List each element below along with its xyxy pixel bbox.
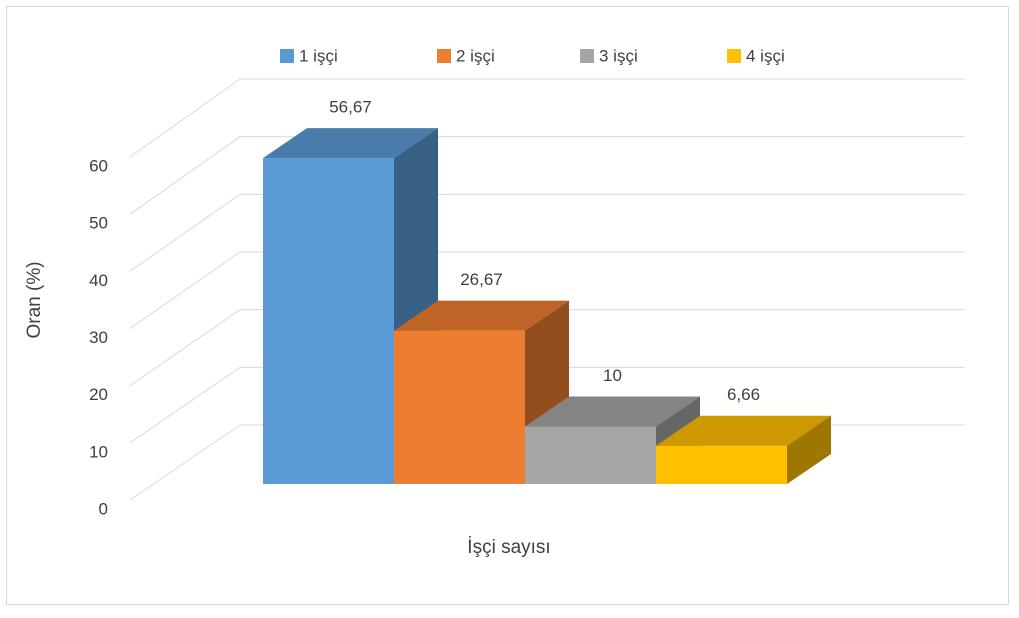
grid-line-side [129,366,241,444]
data-label: 26,67 [460,270,503,289]
grid-line-side [129,136,241,215]
legend-label: 2 işçi [456,46,495,65]
grid-line-side [129,193,241,272]
y-tick-label: 0 [99,499,108,518]
legend-swatch [437,49,451,63]
bar-front [525,426,656,484]
bar-side [787,415,831,484]
y-tick-label: 20 [89,385,108,404]
y-tick-label: 10 [89,442,108,461]
x-axis-label: İşçi sayısı [467,537,550,558]
y-tick-label: 60 [89,156,108,175]
legend-swatch [580,49,594,63]
grid-line-side [129,424,241,501]
bar-top [394,300,569,331]
y-tick-label: 40 [89,271,108,290]
data-label: 56,67 [329,98,372,117]
bar-front [263,158,394,484]
bar-top [263,128,438,159]
bar-front [394,330,525,484]
data-label: 6,66 [727,385,760,404]
y-tick-label: 30 [89,328,108,347]
bar-front [656,445,787,484]
legend-label: 4 işçi [746,46,785,65]
bar-top [525,396,700,427]
bar-top [656,415,831,446]
legend-swatch [727,49,741,63]
grid-line-side [129,78,241,158]
y-axis-label: Oran (%) [24,261,45,338]
legend-label: 3 işçi [599,46,638,65]
data-label: 10 [603,366,622,385]
y-tick-label: 50 [89,214,108,233]
grid-line-side [129,251,241,329]
legend-swatch [280,49,294,63]
legend-label: 1 işçi [299,46,338,65]
grid-line-side [129,309,241,387]
